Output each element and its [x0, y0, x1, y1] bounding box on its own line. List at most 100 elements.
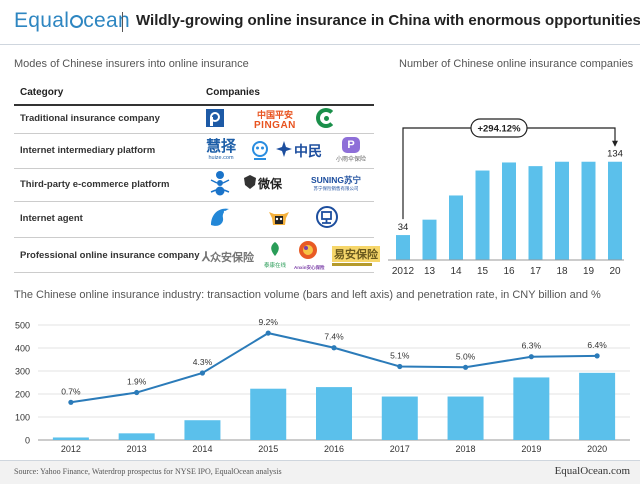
dolphin-logo-icon: [208, 205, 232, 231]
zhongan-logo: ⅄众安保险: [202, 249, 254, 264]
penetration-label: 9.2%: [259, 317, 279, 327]
ocean-o-icon: [69, 15, 83, 28]
table-header-rule: [14, 104, 374, 106]
bar-2012: [396, 235, 410, 260]
xiaoyusan-icon: P: [342, 137, 360, 153]
page-title: Wildly-growing online insurance in China…: [136, 12, 640, 29]
y-tick-label: 300: [15, 367, 30, 377]
x-tick-label: 2015: [258, 444, 278, 454]
yisheng-logo-icon: [250, 140, 270, 160]
volume-bar-2019: [513, 377, 550, 440]
penetration-label: 6.3%: [522, 341, 542, 351]
volume-bar-2015: [250, 388, 287, 440]
railway-logo-icon: [316, 206, 338, 228]
bar-20: [608, 161, 622, 260]
pingan-logo: 中国平安 PINGAN: [254, 110, 296, 131]
row-label-traditional: Traditional insurance company: [20, 113, 160, 124]
penetration-label: 1.9%: [127, 377, 147, 387]
modes-section-title: Modes of Chinese insurers into online in…: [14, 58, 249, 70]
x-tick-label: 2018: [456, 444, 476, 454]
footer: Source: Yahoo Finance, Waterdrop prospec…: [0, 461, 640, 484]
bar-16: [502, 162, 516, 260]
bar-value-label: 34: [398, 222, 409, 233]
taikang-logo: 泰康在线: [262, 242, 288, 269]
x-tick-label: 2019: [521, 444, 541, 454]
x-tick-label: 2016: [324, 444, 344, 454]
weibao-icon: [244, 175, 256, 189]
y-tick-label: 400: [15, 344, 30, 354]
x-tick-label: 20: [609, 266, 621, 277]
x-tick-label: 2014: [192, 444, 212, 454]
penetration-point-2020: [594, 353, 600, 359]
volume-bar-2016: [316, 387, 352, 440]
footer-rule: [0, 460, 640, 461]
y-tick-label: 200: [15, 390, 30, 400]
penetration-label: 6.4%: [587, 340, 607, 350]
chinalife-logo-icon: [316, 108, 336, 128]
x-tick-label: 14: [450, 266, 462, 277]
volume-bar-2018: [447, 396, 484, 440]
penetration-label: 5.0%: [456, 351, 476, 361]
companies-bar-chart: +294.12% 2012 13 14 15 16 17 18 19 20 134 34: [388, 118, 624, 277]
bar-19: [581, 161, 596, 260]
bar-18: [555, 161, 569, 260]
cow-logo-icon: [268, 206, 290, 228]
x-tick-label: 2017: [390, 444, 410, 454]
penetration-point-2019: [528, 354, 534, 360]
picc-logo-icon: [206, 109, 224, 127]
row-label-intermediary: Internet intermediary platform: [20, 145, 156, 156]
volume-combo-chart: 0 100 200 300 400 500 2012 2013 2014 2015 2016 2017…: [15, 317, 630, 454]
bar-value-label: 134: [607, 149, 623, 160]
volume-bar-2014: [184, 420, 221, 440]
penetration-point-2014: [199, 370, 206, 376]
row-divider: [14, 201, 374, 202]
volume-chart-title: The Chinese online insurance industry: t…: [14, 289, 601, 301]
x-tick-label: 19: [583, 266, 595, 277]
row-label-ecommerce: Third-party e-commerce platform: [20, 179, 170, 190]
equalocean-logo: Equal cean: [14, 9, 130, 32]
zhongmin-logo: 中民: [294, 143, 322, 159]
footer-brand: EqualOcean.com: [554, 465, 630, 477]
penetration-label: 0.7%: [61, 386, 81, 396]
companies-chart-title: Number of Chinese online insurance compa…: [399, 58, 634, 70]
volume-bar-2012: [52, 437, 89, 440]
penetration-label: 4.3%: [193, 357, 213, 367]
penetration-point-2013: [134, 389, 140, 396]
taikang-leaf-icon: [271, 242, 279, 256]
x-tick-label: 15: [477, 266, 489, 277]
y-tick-label: 500: [15, 321, 30, 331]
bracket-arrow-icon: [612, 140, 618, 147]
penetration-point-2018: [462, 364, 469, 370]
penetration-point-2015: [265, 330, 271, 336]
bar-17: [528, 166, 543, 260]
growth-label: +294.12%: [477, 124, 521, 135]
row-divider: [14, 272, 374, 273]
x-tick-label: 17: [530, 266, 542, 277]
yian-logo: 易安保险: [332, 246, 380, 266]
penetration-point-2017: [397, 363, 403, 370]
header-rule: [0, 44, 640, 45]
row-divider: [14, 168, 374, 169]
volume-bar-2017: [381, 396, 418, 440]
row-divider: [14, 237, 374, 238]
row-label-agent: Internet agent: [20, 213, 83, 224]
y-tick-label: 100: [15, 413, 30, 423]
suning-logo: SUNING苏宁 苏宁保险销售有限公司: [310, 175, 362, 191]
x-tick-label: 2020: [587, 444, 607, 454]
header-divider: [122, 12, 123, 32]
huize-logo: 慧择 huize.com: [206, 138, 237, 162]
header: Equal cean Wildly-growing online insuranc…: [0, 0, 640, 44]
header-category: Category: [20, 87, 64, 98]
penetration-label: 7.4%: [324, 332, 344, 342]
y-tick-label: 0: [25, 436, 30, 446]
anxin-swirl-icon: [299, 241, 317, 259]
zhongan-mark-icon: ⅄: [202, 249, 210, 264]
zhongmin-star-icon: [276, 141, 292, 157]
anxin-logo: Anxin安心保险: [294, 240, 325, 270]
source-note: Source: Yahoo Finance, Waterdrop prospec…: [14, 467, 282, 476]
x-tick-label: 2012: [392, 266, 415, 277]
bar-13: [422, 219, 437, 260]
xiaoyusan-logo: P 小雨伞保险: [336, 137, 367, 163]
row-label-professional: Professional online insurance company: [20, 250, 200, 261]
header-companies: Companies: [206, 87, 260, 98]
